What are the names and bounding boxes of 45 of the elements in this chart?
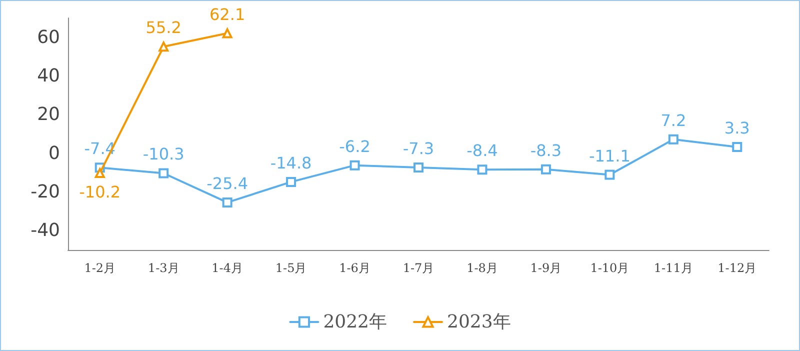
point: [414, 162, 424, 172]
point: [158, 42, 169, 52]
x-tick-label: 1-2月: [84, 261, 116, 275]
y-tick-label: 40: [37, 66, 60, 86]
data-label: -7.3: [402, 138, 434, 158]
data-label: -6.2: [339, 136, 370, 156]
point: [604, 170, 615, 180]
data-label: -11.1: [588, 146, 630, 166]
point: [732, 142, 742, 152]
data-label: -8.4: [466, 141, 498, 160]
point: [668, 134, 678, 144]
data-label: -10.3: [142, 144, 184, 164]
y-tick-label: 0: [48, 142, 60, 164]
data-label: -10.2: [79, 182, 121, 202]
point: [477, 164, 488, 175]
x-tick-label: 1-12月: [718, 261, 757, 275]
point: [94, 168, 105, 178]
x-tick-label: 1-6月: [339, 261, 370, 275]
x-tick-label: 1-10月: [590, 261, 630, 275]
data-label: 62.1: [210, 4, 246, 24]
point: [540, 164, 551, 174]
x-tick-label: 1-7月: [402, 261, 434, 275]
point: [222, 197, 232, 208]
legend-label: 2023年: [447, 312, 511, 332]
legend-label: 2022年: [323, 312, 388, 332]
y-tick-label: 20: [37, 104, 60, 126]
data-label: 3.3: [724, 118, 750, 138]
point: [222, 28, 232, 38]
point: [158, 168, 169, 178]
y-tick-label: 60: [37, 26, 60, 48]
data-label: -8.3: [530, 140, 562, 160]
data-label: 55.2: [146, 18, 182, 38]
x-tick-label: 1-4月: [212, 261, 243, 275]
x-tick-label: 1-3月: [148, 261, 180, 275]
x-tick-label: 1-8月: [466, 261, 498, 275]
data-label: -14.8: [270, 153, 312, 172]
x-tick-label: 1-5月: [275, 261, 307, 275]
point: [286, 176, 296, 187]
data-label: 7.2: [660, 110, 686, 130]
y-tick-label: -40: [30, 220, 60, 242]
x-tick-label: 1-9月: [530, 261, 562, 275]
point: [350, 160, 360, 170]
x-tick-label: 1-11月: [654, 261, 693, 275]
y-tick-label: -20: [30, 182, 60, 202]
data-label: -25.4: [206, 174, 248, 193]
